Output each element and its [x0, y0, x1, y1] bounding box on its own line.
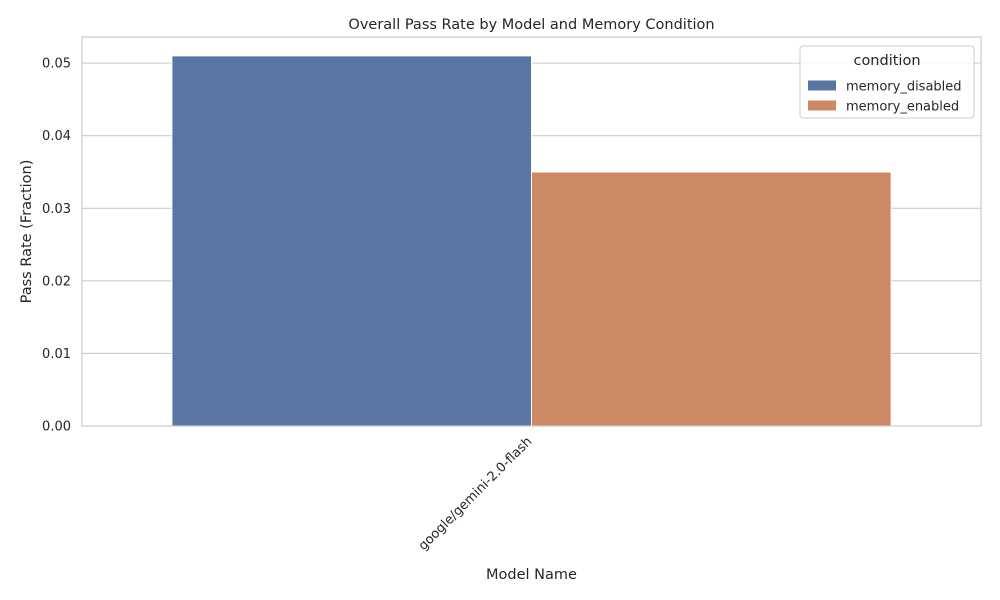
x-axis-label: Model Name [486, 567, 577, 583]
y-axis-ticks: 0.00 0.01 0.02 0.03 0.04 0.05 [42, 57, 71, 435]
y-tick-label: 0.04 [42, 129, 71, 144]
plot-frame [81, 36, 982, 427]
y-axis-label: Pass Rate (Fraction) [19, 160, 35, 304]
bars [171, 55, 892, 427]
bar-memory-enabled [531, 171, 892, 427]
y-tick-label: 0.00 [42, 420, 71, 435]
legend-swatch [808, 80, 836, 91]
chart-title: Overall Pass Rate by Model and Memory Co… [348, 17, 714, 33]
y-tick-label: 0.02 [42, 274, 71, 289]
legend-entry-label: memory_disabled [846, 80, 962, 95]
legend-title: condition [853, 53, 920, 69]
y-tick-label: 0.01 [42, 347, 71, 362]
legend-swatch [808, 100, 836, 111]
legend-box [799, 45, 975, 119]
legend-entry-label: memory_enabled [846, 100, 959, 115]
y-tick-label: 0.03 [42, 202, 71, 217]
y-tick-label: 0.05 [42, 57, 71, 72]
x-axis-ticks: google/gemini-2.0-flash [416, 434, 536, 554]
x-tick-label: google/gemini-2.0-flash [416, 434, 536, 554]
legend: condition memory_disabled memory_enabled [799, 45, 975, 119]
bar-memory-disabled [171, 55, 532, 427]
